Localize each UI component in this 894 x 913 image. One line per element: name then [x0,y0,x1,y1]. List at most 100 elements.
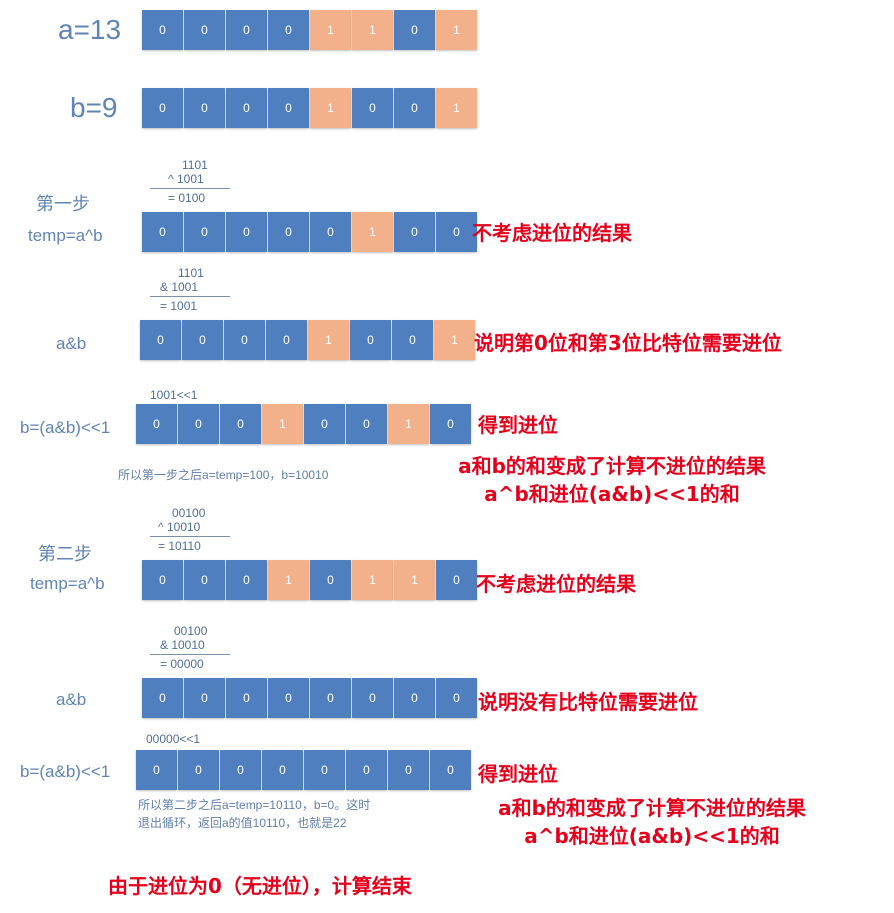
calc-shift-1: 1001<<1 [150,388,197,402]
bit-cell: 1 [352,10,393,50]
calc-line: 00100 [174,624,208,638]
bit-cell: 0 [178,404,219,444]
calc-line: 1101 [178,266,204,280]
bit-cell: 0 [226,560,267,600]
note-xor-2: 不考虑进位的结果 [476,572,636,596]
explanation-line: a和b的和变成了计算不进位的结果 [458,454,766,478]
label-and-1: a&b [56,334,87,353]
bit-cell: 0 [142,678,183,718]
note-shift-2: 得到进位 [478,762,558,786]
step-1-summary: 所以第一步之后a=temp=100，b=10010 [118,468,329,482]
note-shift-1: 得到进位 [478,413,558,437]
bit-cell: 0 [184,88,225,128]
bit-cell: 0 [346,404,387,444]
step-2-title: 第二步 [38,544,92,564]
calc-line: 1001<<1 [150,388,198,402]
calc-and-2: 00100 & 10010 = 00000 [150,624,230,671]
bit-cell: 0 [268,212,309,252]
bit-cell: 0 [142,88,183,128]
bit-cell: 0 [310,212,351,252]
calc-divider [150,654,230,655]
bit-cell: 0 [184,560,225,600]
calc-line: = 1001 [160,299,198,313]
bit-cell: 1 [352,560,393,600]
label-and-2: a&b [56,690,87,709]
bit-cell: 0 [346,750,387,790]
bit-cell: 0 [136,750,177,790]
bit-cell: 0 [182,320,223,360]
calc-line: 00100 [172,506,206,520]
bit-cell: 0 [304,404,345,444]
bit-cell: 0 [262,750,303,790]
calc-divider [150,188,230,189]
bit-cell: 0 [394,88,435,128]
bit-cell: 1 [436,10,477,50]
bit-cell: 1 [262,404,303,444]
bit-cell: 0 [268,10,309,50]
bit-cell: 0 [142,212,183,252]
bit-cell: 0 [352,678,393,718]
bit-cell: 0 [394,10,435,50]
calc-line: ^ 10010 [158,520,201,534]
bit-cell: 1 [310,10,351,50]
label-shift-1: b=(a&b)<<1 [20,418,111,437]
calc-line: 1101 [182,158,208,172]
calc-xor-1: 1101 ^ 1001 = 0100 [150,158,230,205]
calc-line: = 0100 [168,191,206,205]
bit-cell: 1 [436,88,477,128]
label-b: b=9 [70,92,118,123]
bit-cell: 0 [436,212,477,252]
bit-cell: 0 [430,404,471,444]
calc-divider [150,296,230,297]
calc-line: = 00000 [160,657,204,671]
bit-cell: 0 [220,404,261,444]
explanation-line: a^b和进位(a&b)<<1的和 [484,482,740,506]
explanation-line: a和b的和变成了计算不进位的结果 [498,796,806,820]
calc-shift-2: 00000<<1 [146,732,200,746]
bit-cell: 1 [388,404,429,444]
bit-cell: 0 [220,750,261,790]
note-xor-1: 不考虑进位的结果 [472,221,632,245]
bit-cell: 0 [184,678,225,718]
bit-cell: 0 [268,678,309,718]
summary-line: 退出循环，返回a的值10110，也就是22 [138,816,347,830]
note-and-1: 说明第0位和第3位比特位需要进位 [474,331,782,355]
calc-line: 00000<<1 [146,732,201,746]
step-1-explanation: a和b的和变成了计算不进位的结果 a^b和进位(a&b)<<1的和 [412,452,812,508]
summary-line: 所以第二步之后a=temp=10110，b=0。这时 [138,798,371,812]
calc-divider [150,536,230,537]
bit-cell: 0 [140,320,181,360]
step-2-explanation: a和b的和变成了计算不进位的结果 a^b和进位(a&b)<<1的和 [450,794,854,850]
step-2-summary: 所以第二步之后a=temp=10110，b=0。这时 退出循环，返回a的值101… [138,796,370,832]
bit-cell: 0 [436,678,477,718]
bit-cell: 0 [142,10,183,50]
bit-cell: 0 [388,750,429,790]
label-a: a=13 [58,14,122,45]
bit-cell: 0 [430,750,471,790]
bit-cell: 0 [304,750,345,790]
bit-cell: 0 [268,88,309,128]
bit-cell: 0 [394,212,435,252]
label-temp-1: temp=a^b [28,226,103,245]
calc-line: & 1001 [160,280,199,294]
bit-cell: 0 [226,212,267,252]
calc-line: ^ 1001 [168,172,204,186]
step-1-title: 第一步 [36,194,90,214]
calc-line: & 10010 [160,638,205,652]
bit-cell: 0 [350,320,391,360]
bit-cell: 0 [266,320,307,360]
label-shift-2: b=(a&b)<<1 [20,762,111,781]
calc-and-1: 1101 & 1001 = 1001 [150,266,230,313]
bit-cell: 1 [268,560,309,600]
bit-cell: 0 [224,320,265,360]
note-and-2: 说明没有比特位需要进位 [478,690,698,714]
bit-cell: 0 [226,10,267,50]
label-temp-2: temp=a^b [30,574,105,593]
bit-cell: 0 [142,560,183,600]
